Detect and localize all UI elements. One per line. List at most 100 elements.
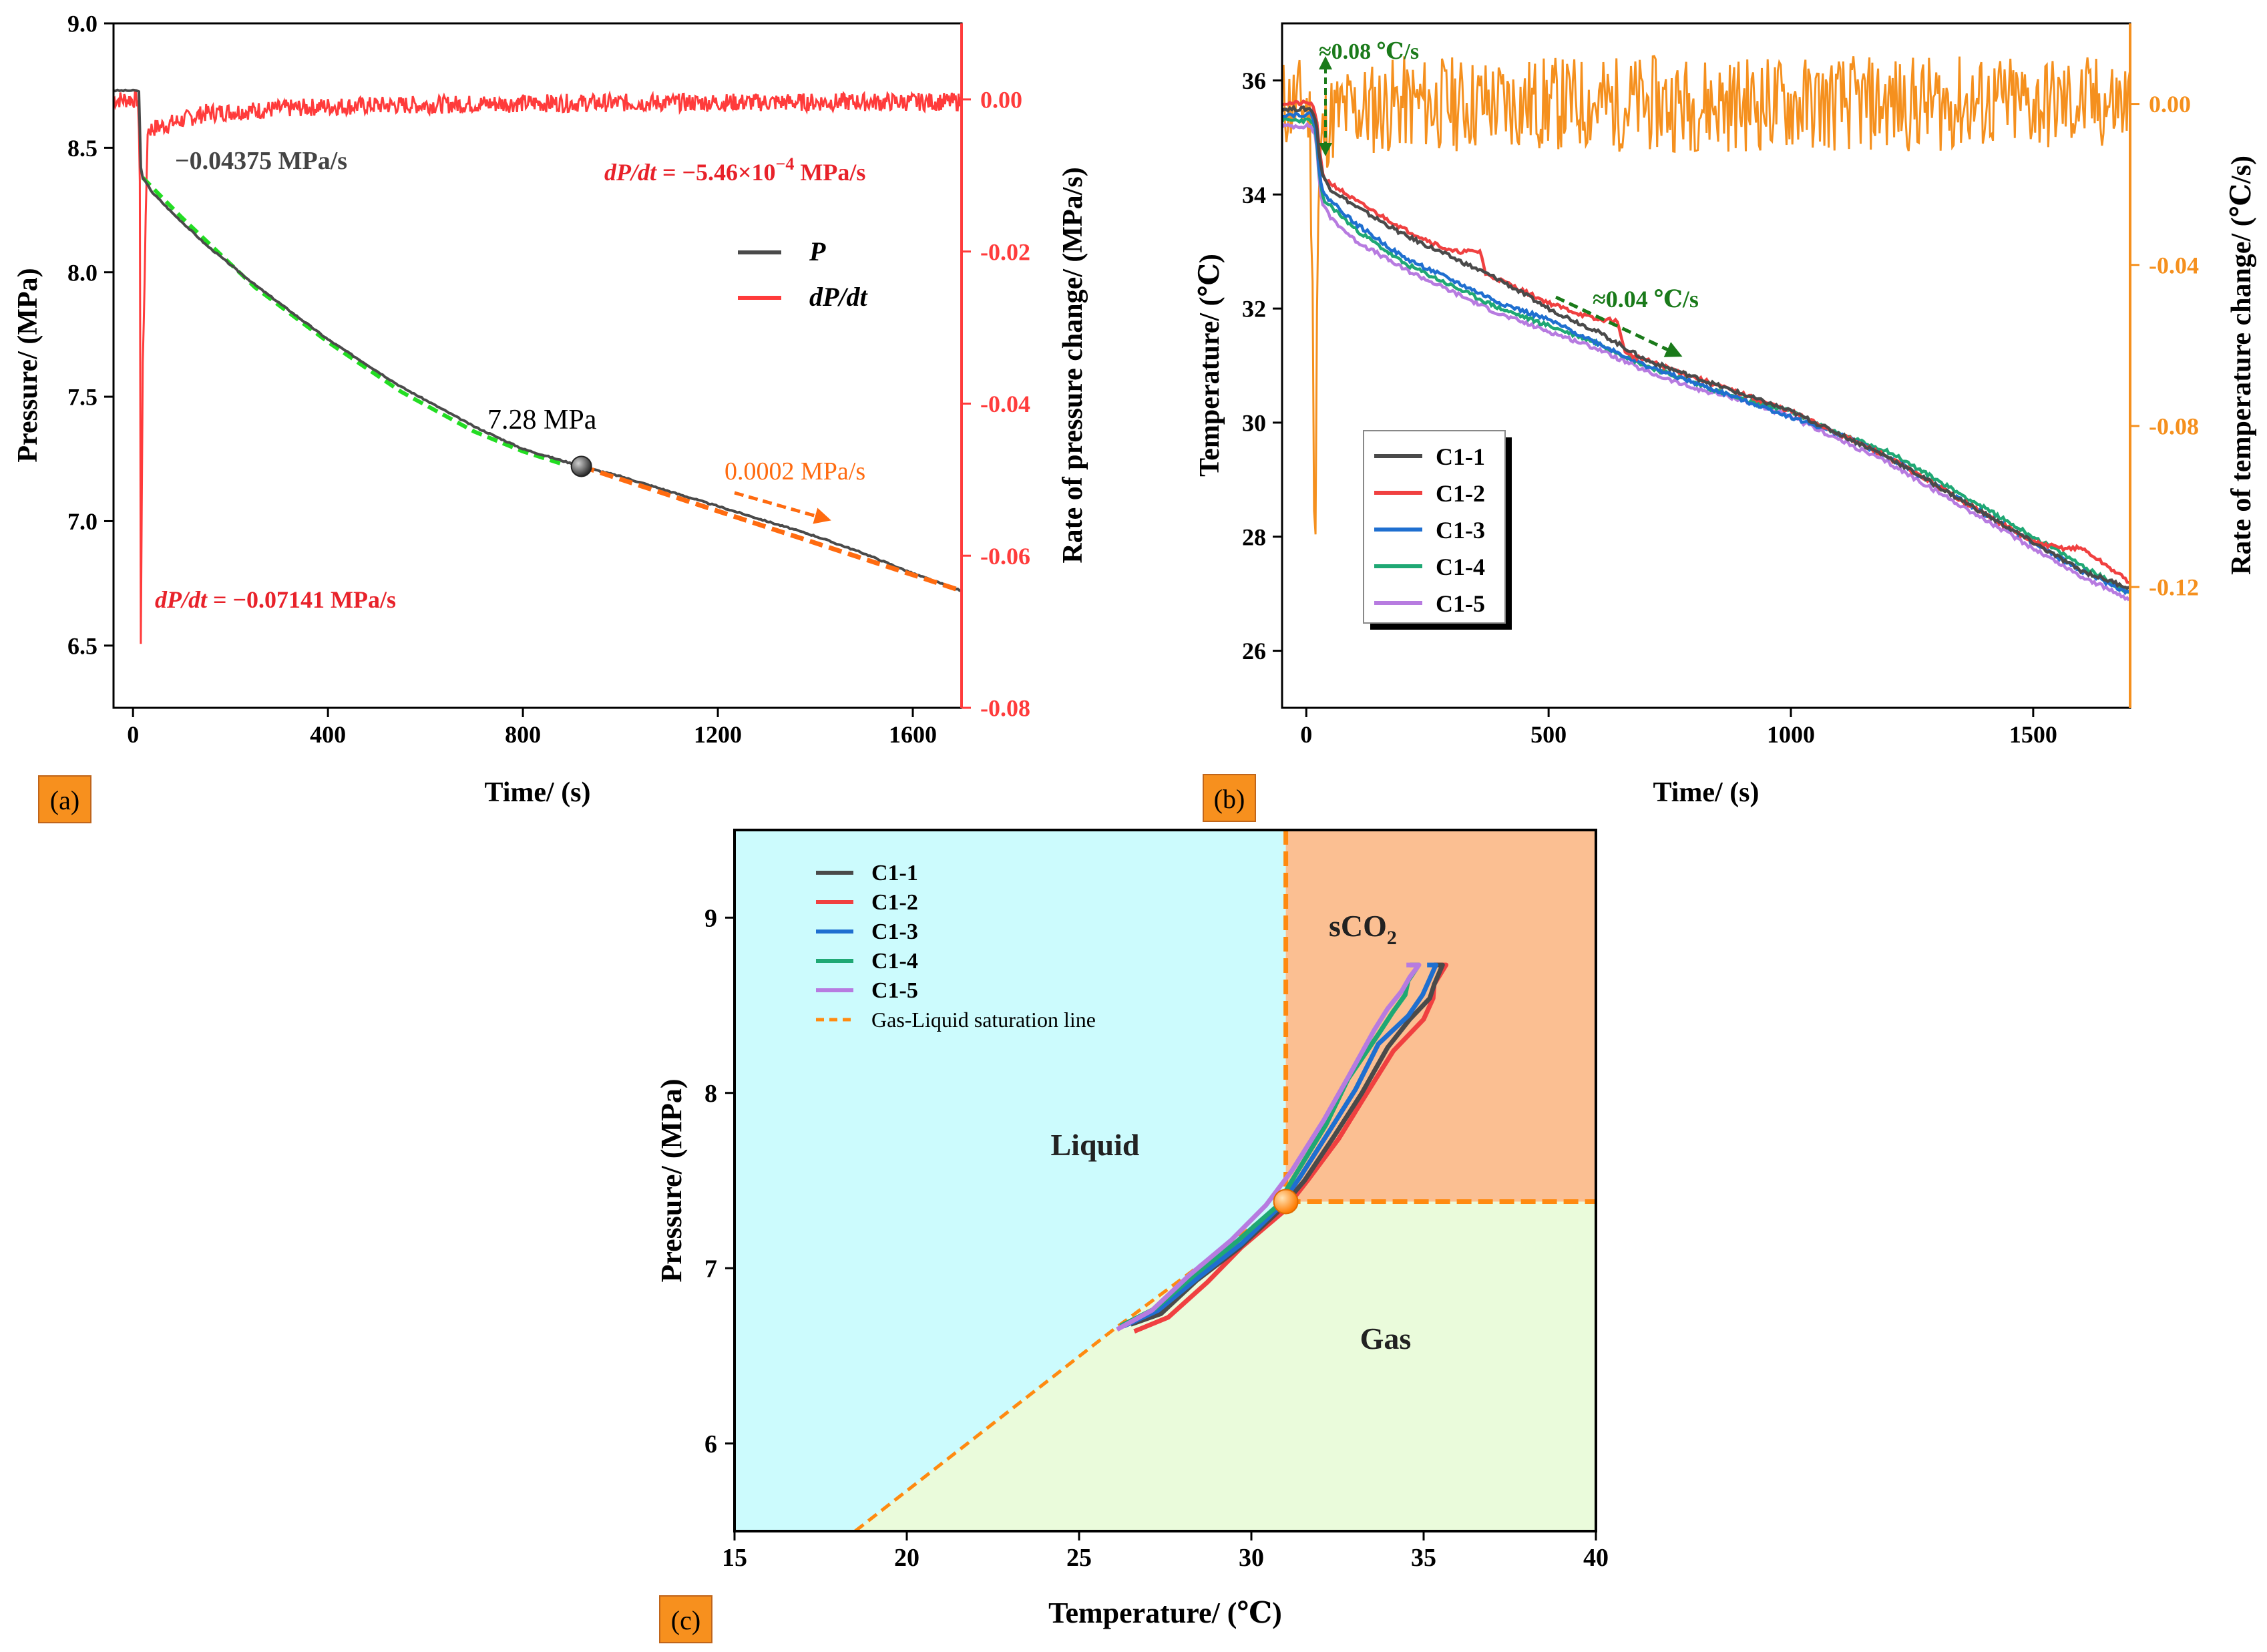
panel-b-yleft-tick-label: 30 [1242,410,1266,437]
panel-a-yright-tick-label: -0.08 [980,695,1030,722]
panel-a-ylabel-right: Rate of pressure change/ (MPa/s) [1058,167,1088,563]
annotation-early-slope: −0.04375 MPa/s [175,147,347,175]
panel-c-legend: C1-1 C1-2 C1-3 C1-4 C1-5 Gas-Liquid saturatio… [816,861,1096,1032]
region-liquid-label: Liquid [1051,1128,1140,1162]
fit-late-line [580,464,962,594]
legend-label-C1-3: C1-3 [871,919,918,944]
panel-c-label: (c) [671,1605,700,1635]
panel-a-yleft-tick-label: 7.0 [67,508,97,535]
panel-b: 0 500 1000 1500 26 28 30 32 34 36 0.00 -0.04 -0.08 -0… [1195,22,2257,822]
annotation-initial-rate: ≈0.08 ℃/s [1319,39,1419,64]
panel-a-x-tick-label: 1600 [889,721,937,748]
series-temperature-rate-line [1282,55,2130,535]
panel-b-xlabel: Time/ (s) [1653,777,1759,808]
legend-label-C1-1: C1-1 [871,861,918,885]
legend-label-C1-5: C1-5 [1436,590,1485,617]
panel-b-x-tick-label: 1500 [2009,721,2057,748]
panel-a-yright-tick-label: 0.00 [980,86,1022,113]
panel-b-x-tick-label: 500 [1530,721,1567,748]
panel-c-label-box [659,1595,712,1643]
panel-b-yright-tick-label: -0.04 [2149,252,2199,278]
panel-a: 0 400 800 1200 1600 6.5 7.0 7.5 8.0 8.5 9.0 0.00 -0.… [13,11,1088,823]
panel-a-label: (a) [50,785,79,815]
panel-b-yleft-tick-label: 36 [1242,67,1266,94]
panel-b-label: (b) [1214,784,1245,814]
panel-c-x-tick-label: 15 [722,1544,747,1572]
panel-a-x-tick-label: 0 [127,721,139,748]
legend-label-C1-5: C1-5 [871,978,918,1003]
legend-label-C1-2: C1-2 [1436,480,1485,507]
later-rate-arrow [1555,295,1683,357]
panel-a-yright-tick-label: -0.02 [980,238,1030,265]
panel-c-y-tick-label: 8 [704,1080,717,1108]
legend-box [1363,430,1506,624]
panel-b-ylabel-left: Temperature/ (℃) [1195,254,1225,477]
panel-b-yleft-tick-label: 28 [1242,524,1266,550]
panel-c-x-tick-label: 30 [1239,1544,1264,1572]
panel-a-x-tick-label: 400 [310,721,346,748]
panel-c-ylabel: Pressure/ (MPa) [655,1078,688,1282]
legend-label-C1-4: C1-4 [1436,554,1485,580]
panel-a-yleft-tick-label: 9.0 [67,11,97,37]
legend-label-C1-1: C1-1 [1436,443,1485,470]
panel-c-y-tick-label: 6 [704,1430,717,1458]
fit-early-line [141,176,563,466]
panel-c-frame [733,829,1597,1532]
pressure-marker [570,455,592,477]
legend-label-saturation: Gas-Liquid saturation line [871,1008,1096,1032]
panel-a-yleft-tick-label: 8.5 [67,135,97,162]
panel-c-x-tick-label: 35 [1411,1544,1436,1572]
panel-a-xlabel: Time/ (s) [484,777,590,808]
panel-b-x-tick-label: 0 [1300,721,1312,748]
panel-b-label-box [1203,774,1256,822]
series-C1-1-line [1282,104,2130,590]
panel-a-yleft-tick-label: 6.5 [67,632,97,659]
panel-b-yright-tick-label: 0.00 [2149,91,2191,118]
legend-label-C1-3: C1-3 [1436,517,1485,544]
legend-label-C1-2: C1-2 [871,890,918,915]
panel-a-yleft-tick-label: 8.0 [67,259,97,286]
annotation-dpdt-min: dP/dt = −0.07141 MPa/s [155,586,396,613]
panel-a-ylabel-left: Pressure/ (MPa) [13,268,43,462]
annotation-dpdt-avg: dP/dt = −5.46×10−4 MPa/s [604,154,865,186]
panel-c-y-tick-label: 7 [704,1255,717,1283]
panel-a-label-box [38,775,91,823]
panel-b-yleft-tick-label: 26 [1242,638,1266,664]
legend-label-P: P [809,236,826,266]
panel-b-ylabel-right: Rate of temperature change/ (℃/s) [2226,156,2257,575]
region-liquid [735,830,1286,1531]
panel-c-xlabel: Temperature/ (℃) [1048,1597,1282,1629]
panel-c: 15 20 25 30 35 40 6 7 8 9 Temperature/ (℃) Pressu… [655,829,1609,1643]
series-dpdt-line [114,89,962,644]
annotation-later-rate: ≈0.04 ℃/s [1593,286,1699,313]
panel-b-legend: C1-1 C1-2 C1-3 C1-4 C1-5 [1363,430,1512,630]
panel-b-yleft-tick-label: 34 [1242,182,1266,208]
panel-b-yleft-tick-label: 32 [1242,296,1266,323]
legend-label-dpdt: dP/dt [809,282,869,312]
annotation-marker-label: 7.28 MPa [487,405,597,435]
series-C1-5-line [1282,122,2130,602]
series-C1-3-line [1122,962,1439,1329]
panel-a-legend: P dP/dt [738,236,869,312]
panel-b-yright-tick-label: -0.12 [2149,574,2199,601]
series-C1-5-line [1116,962,1422,1332]
late-slope-arrow [734,491,831,524]
panel-b-yright-tick-label: -0.08 [2149,413,2199,440]
panel-c-x-tick-label: 20 [894,1544,919,1572]
region-gas-label: Gas [1360,1321,1412,1356]
panel-c-y-tick-label: 9 [704,905,717,933]
legend-label-C1-4: C1-4 [871,949,918,974]
annotation-late-slope: 0.0002 MPa/s [725,457,865,485]
panel-a-yright-tick-label: -0.06 [980,543,1030,570]
region-sco2-label: sCO2 [1329,909,1397,949]
panel-a-x-tick-label: 800 [505,721,541,748]
critical-point-marker [1273,1189,1299,1215]
panel-a-yright-tick-label: -0.04 [980,391,1030,417]
panel-a-x-tick-label: 1200 [694,721,742,748]
panel-b-x-tick-label: 1000 [1767,721,1815,748]
series-P-line [114,88,962,592]
panel-a-yleft-tick-label: 7.5 [67,384,97,411]
panel-c-x-tick-label: 25 [1066,1544,1092,1572]
panel-c-x-tick-label: 40 [1583,1544,1609,1572]
